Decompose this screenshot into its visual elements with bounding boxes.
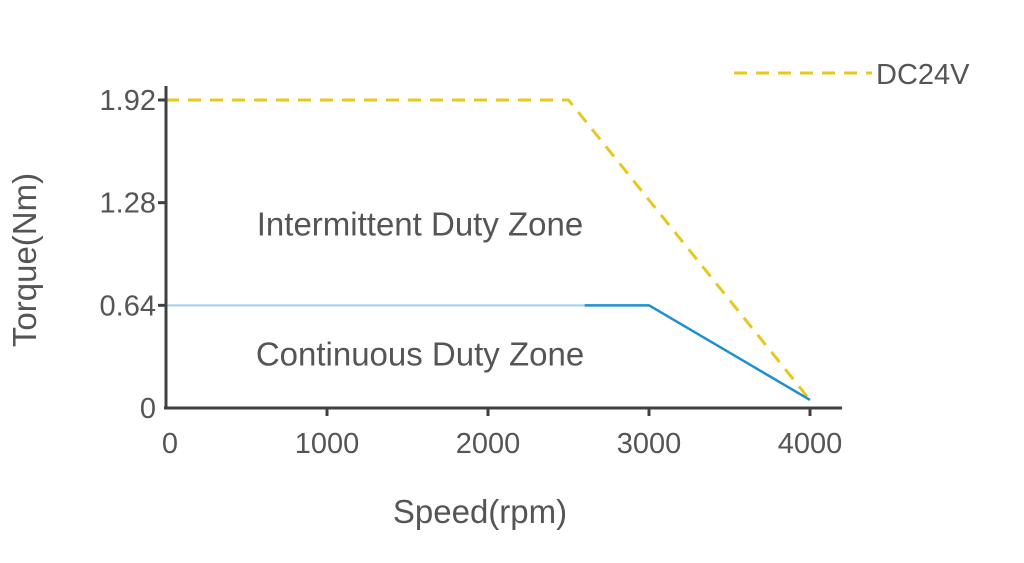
series-line-continuous bbox=[584, 304, 811, 402]
y-tick-label-1.28: 1.28 bbox=[100, 188, 156, 220]
x-tick-label-0: 0 bbox=[162, 428, 178, 460]
y-axis-title: Torque(Nm) bbox=[6, 173, 43, 347]
y-tick-label-0.64: 0.64 bbox=[100, 290, 156, 322]
plot-area bbox=[166, 98, 812, 402]
legend: DC24V bbox=[734, 59, 970, 91]
x-axis-title: Speed(rpm) bbox=[393, 493, 567, 530]
series-line-dc24v bbox=[166, 98, 812, 401]
x-tick-label-4000: 4000 bbox=[778, 428, 843, 460]
axes: 0 1000 2000 3000 4000 0 0.64 1.28 1.92 bbox=[100, 85, 843, 460]
legend-label-dc24v: DC24V bbox=[876, 59, 970, 91]
x-tick-label-1000: 1000 bbox=[295, 428, 360, 460]
y-tick-label-1.92: 1.92 bbox=[100, 85, 156, 117]
x-tick-label-2000: 2000 bbox=[456, 428, 521, 460]
zone-annotations: Intermittent Duty Zone Continuous Duty Zo… bbox=[256, 206, 584, 373]
y-tick-label-0: 0 bbox=[140, 393, 156, 425]
intermittent-zone-label: Intermittent Duty Zone bbox=[257, 206, 583, 243]
continuous-zone-label: Continuous Duty Zone bbox=[256, 335, 584, 372]
x-tick-label-3000: 3000 bbox=[617, 428, 682, 460]
